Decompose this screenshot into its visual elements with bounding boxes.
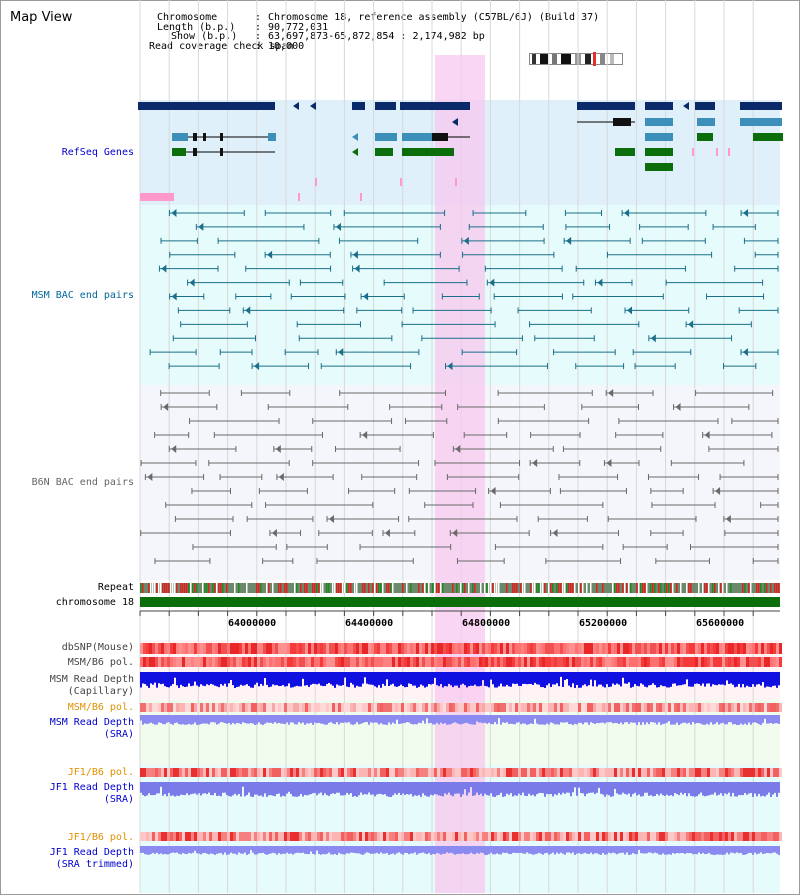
gene-feature[interactable] xyxy=(172,133,188,141)
msm-bac-end-pairs[interactable] xyxy=(149,209,779,371)
dbsnp-label: dbSNP(Mouse) xyxy=(61,642,134,653)
gene-feature[interactable] xyxy=(140,193,174,201)
gene-feature[interactable] xyxy=(172,148,186,156)
axis-tick-label: 64800000 xyxy=(462,618,511,629)
chromosome-key: Chromosome xyxy=(157,12,218,23)
gene-feature[interactable] xyxy=(645,102,673,110)
gene-feature[interactable] xyxy=(740,118,782,126)
gene-feature[interactable] xyxy=(697,133,713,141)
msm-b6-pol-strip-2[interactable] xyxy=(140,703,782,712)
msm-b6-pol-label-2: MSM/B6 pol. xyxy=(67,702,134,713)
dbsnp-strip[interactable] xyxy=(140,643,782,654)
msm-bac-label: MSM BAC end pairs xyxy=(31,290,134,301)
gene-feature[interactable] xyxy=(613,118,631,126)
jf1-b6-pol-strip[interactable] xyxy=(140,768,782,777)
repeat-label: Repeat xyxy=(97,582,134,593)
gene-feature[interactable] xyxy=(695,102,715,110)
gene-feature[interactable] xyxy=(402,148,454,156)
gene-feature[interactable] xyxy=(190,102,275,110)
axis-tick-label: 64000000 xyxy=(228,618,277,629)
show-sep: : xyxy=(255,31,262,42)
gene-feature[interactable] xyxy=(645,148,673,156)
chromosome-sep: : xyxy=(255,12,262,23)
gene-feature[interactable] xyxy=(352,102,365,110)
b6n-bac-label: B6N BAC end pairs xyxy=(31,477,134,488)
gene-feature[interactable] xyxy=(645,118,673,126)
show-value: 63,697,873-65,872,854 : 2,174,982 bp xyxy=(268,31,485,42)
gene-feature[interactable] xyxy=(402,133,432,141)
length-sep: : xyxy=(255,22,262,33)
gene-feature[interactable] xyxy=(452,118,458,126)
gene-feature[interactable] xyxy=(352,133,358,141)
jf1-depth-trim-label: JF1 Read Depth xyxy=(49,847,134,858)
gene-feature[interactable] xyxy=(683,102,689,110)
gene-feature[interactable] xyxy=(753,133,783,141)
repeat-marks xyxy=(140,583,780,593)
gene-feature[interactable] xyxy=(645,163,673,171)
jf1-b6-pol-strip-2[interactable] xyxy=(140,832,782,841)
msm-depth-capillary-sub: (Capillary) xyxy=(67,686,134,697)
refseq-genes[interactable] xyxy=(138,102,783,201)
gene-feature[interactable] xyxy=(740,102,782,110)
msm-depth-sra-bars[interactable] xyxy=(140,715,780,725)
gene-feature[interactable] xyxy=(697,118,715,126)
length-value: 90,772,031 xyxy=(268,22,329,33)
gene-feature[interactable] xyxy=(352,148,358,156)
msm-depth-sra-label: MSM Read Depth xyxy=(49,717,134,728)
msm-depth-capillary-bars[interactable] xyxy=(140,672,780,688)
coordinate-axis xyxy=(139,610,780,616)
jf1-pol-label: JF1/B6 pol. xyxy=(67,767,134,778)
jf1-pol-label-2: JF1/B6 pol. xyxy=(67,832,134,843)
gene-feature[interactable] xyxy=(293,102,299,110)
refseq-genes-label: RefSeq Genes xyxy=(61,147,134,158)
coverage-key: Read coverage check span xyxy=(149,41,294,52)
ideogram-position-marker xyxy=(593,52,596,66)
coverage-sep: : xyxy=(255,41,262,52)
chromosome-label: chromosome 18 xyxy=(55,597,134,608)
jf1-depth-sra-label: JF1 Read Depth xyxy=(49,782,134,793)
highlight-region[interactable] xyxy=(435,55,485,893)
chromosome-bar[interactable] xyxy=(140,597,780,607)
msm-depth-capillary-label: MSM Read Depth xyxy=(49,674,134,685)
gene-feature[interactable] xyxy=(615,148,635,156)
gene-feature[interactable] xyxy=(375,148,393,156)
jf1-depth-trim-sub: (SRA trimmed) xyxy=(55,859,134,870)
show-key: Show (b.p.) xyxy=(171,31,238,42)
gene-feature[interactable] xyxy=(375,102,396,110)
jf1-depth-sra-sub: (SRA) xyxy=(103,794,134,805)
msm-b6-pol-label: MSM/B6 pol. xyxy=(67,657,134,668)
jf1-depth-sra-bars[interactable] xyxy=(140,782,780,797)
gene-feature[interactable] xyxy=(577,102,635,110)
gene-feature[interactable] xyxy=(400,102,470,110)
gene-feature[interactable] xyxy=(645,133,673,141)
b6n-bac-end-pairs[interactable] xyxy=(140,389,779,564)
chromosome-ideogram[interactable] xyxy=(529,52,623,66)
msm-b6-pol-strip[interactable] xyxy=(140,657,782,667)
msm-depth-sra-sub: (SRA) xyxy=(103,729,134,740)
axis-tick-label: 65200000 xyxy=(579,618,628,629)
chromosome-value: Chromosome 18, reference assembly (C57BL… xyxy=(268,12,600,23)
jf1-depth-trim-bars[interactable] xyxy=(140,846,780,855)
gene-feature[interactable] xyxy=(375,133,397,141)
page-title: Map View xyxy=(10,10,73,25)
gene-feature[interactable] xyxy=(310,102,316,110)
axis-tick-label: 64400000 xyxy=(345,618,394,629)
length-key: Length (b.p.) xyxy=(157,22,236,33)
axis-tick-label: 65600000 xyxy=(696,618,745,629)
